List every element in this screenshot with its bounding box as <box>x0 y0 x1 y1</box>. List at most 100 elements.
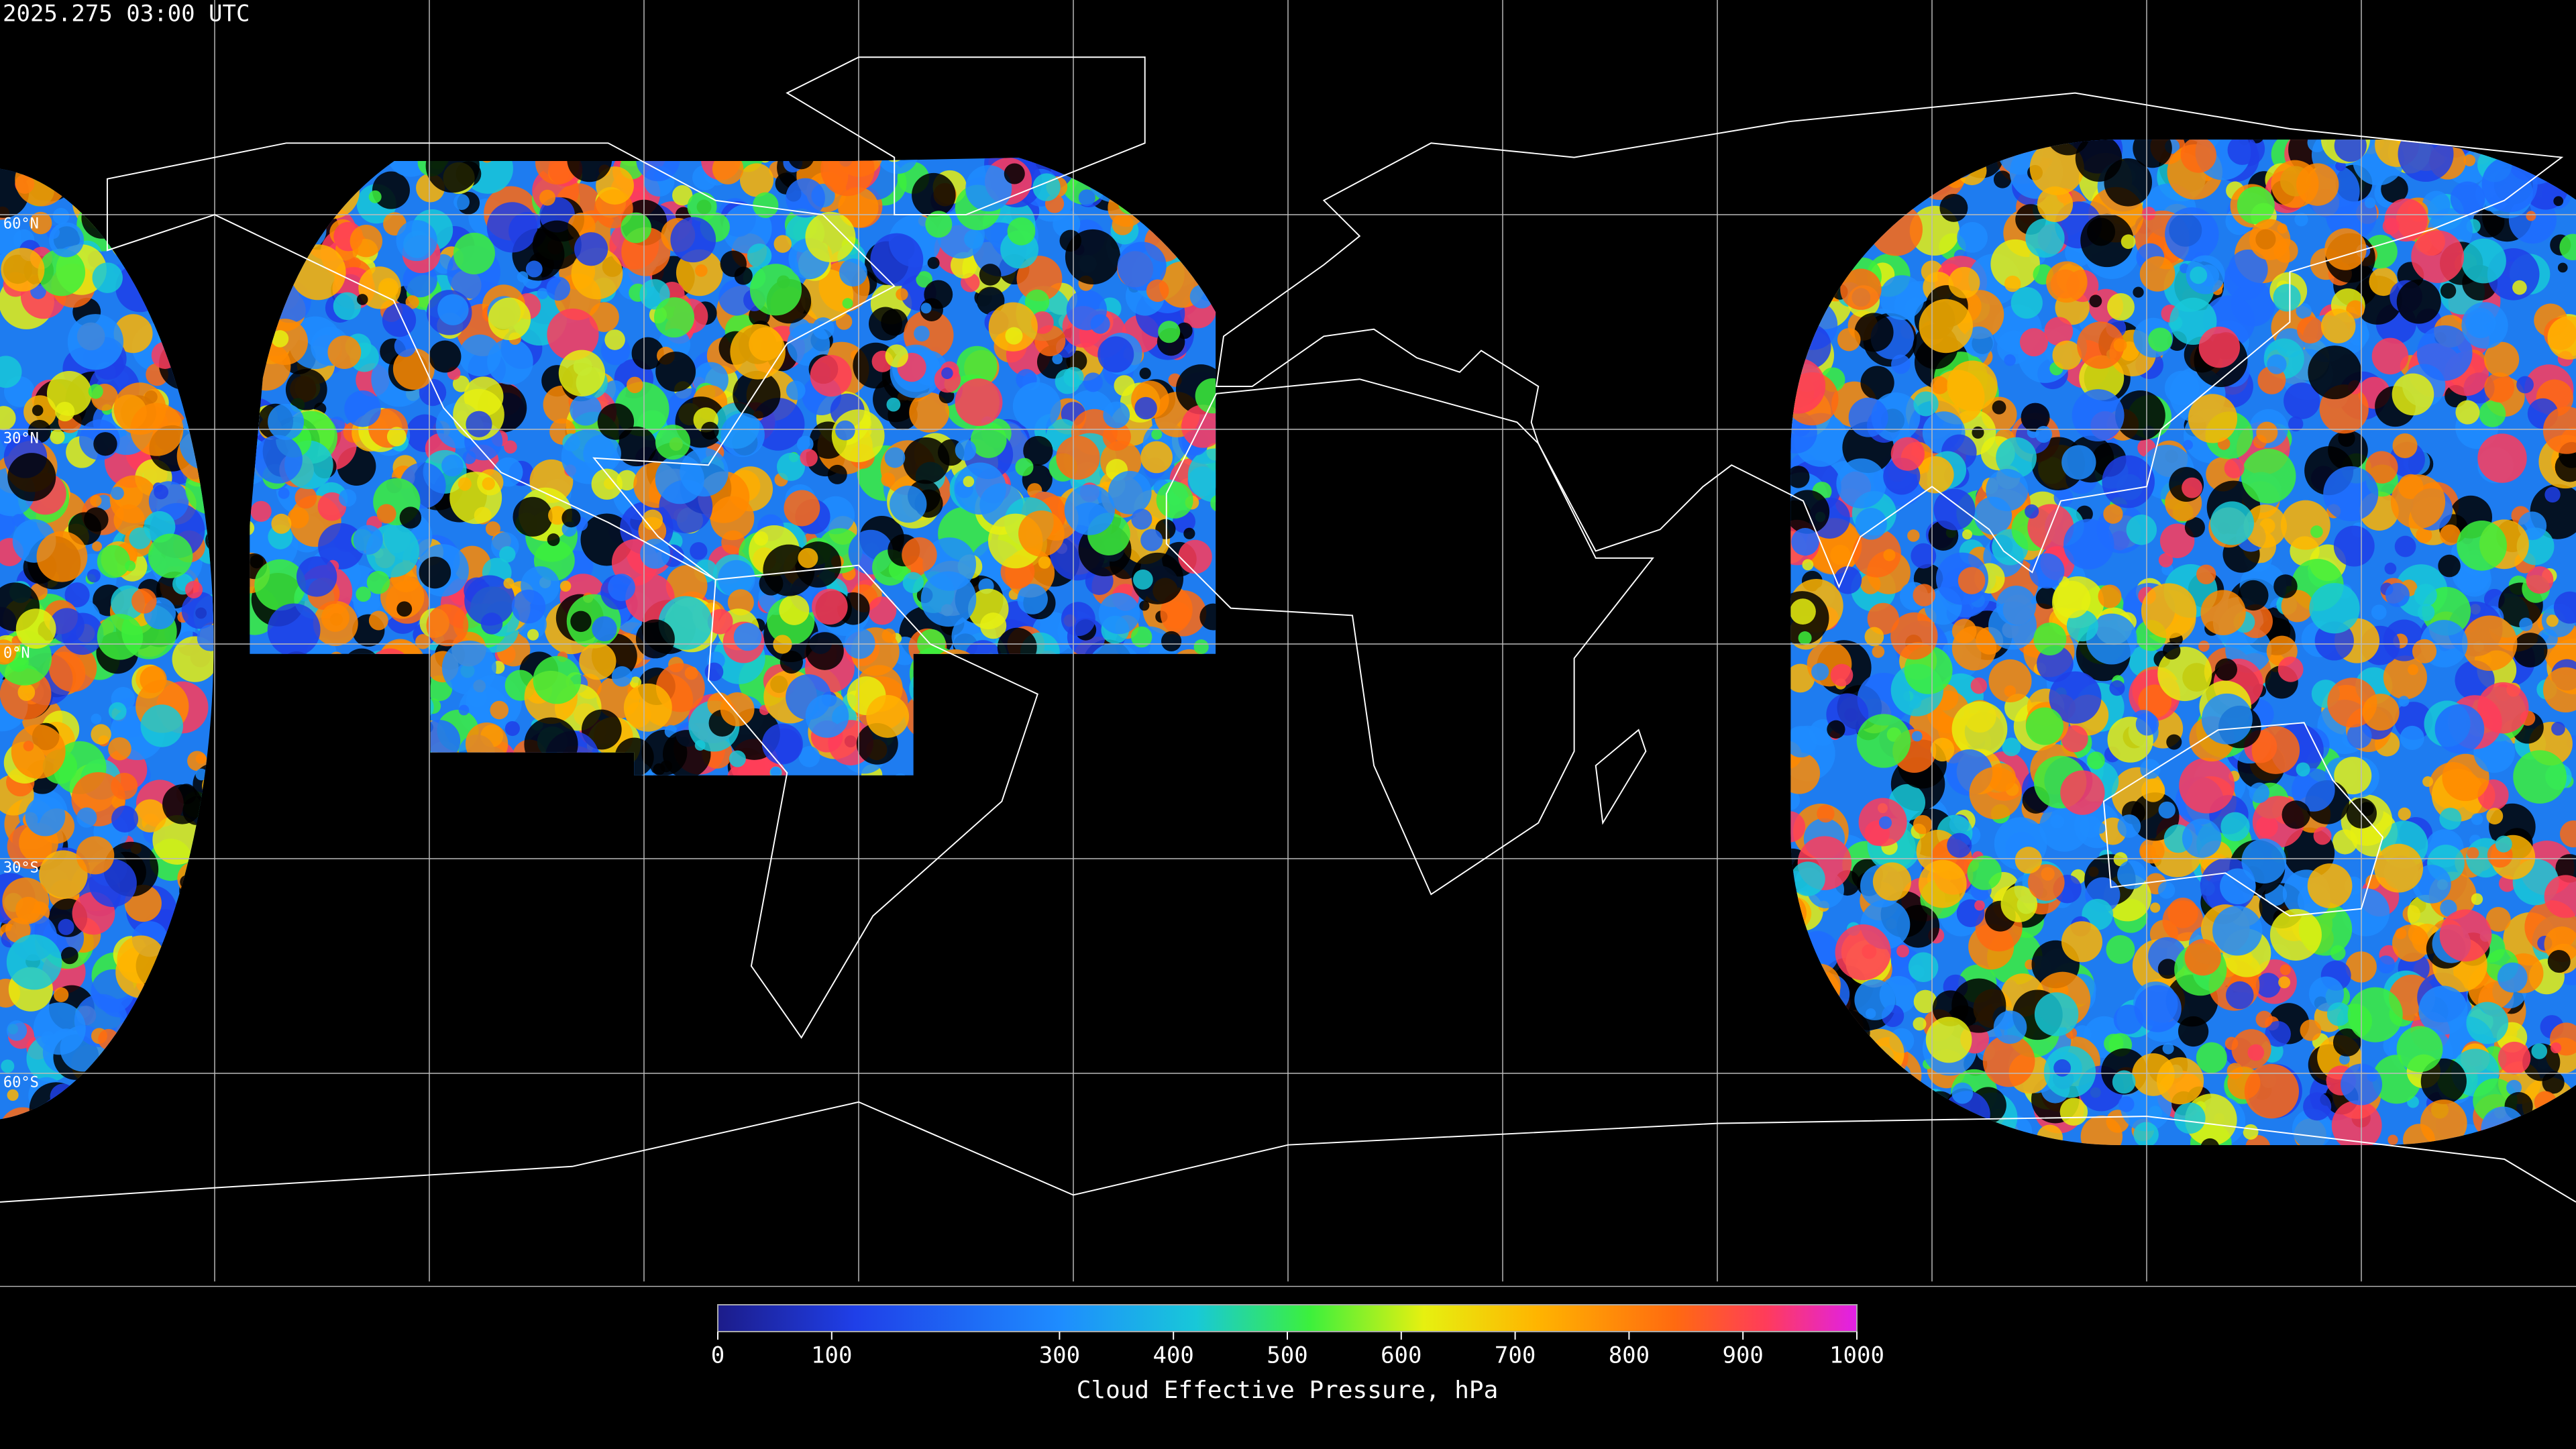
cloud-blob <box>2553 591 2576 624</box>
cloud-blob <box>2420 1058 2467 1104</box>
cloud-blob <box>1852 529 1901 578</box>
cloud-blob <box>2148 327 2173 352</box>
cloud-blob <box>885 344 908 368</box>
cloud-blob <box>655 425 690 460</box>
cloud-blob <box>2228 249 2268 289</box>
cloud-blob <box>1007 217 1036 246</box>
cloud-blob <box>805 694 849 738</box>
cloud-blob <box>2220 812 2250 842</box>
cloud-blob <box>1117 241 1167 291</box>
cloud-blob <box>2182 477 2202 498</box>
cloud-blob <box>2044 317 2074 346</box>
cloud-blob <box>372 171 410 209</box>
coastline <box>1216 92 2564 589</box>
cloud-blob <box>672 185 693 206</box>
cloud-blob <box>2200 590 2246 635</box>
cloud-blob <box>453 232 495 274</box>
cloud-blob <box>2362 694 2400 731</box>
cloud-blob <box>113 314 153 354</box>
cloud-blob <box>67 314 124 370</box>
cloud-blob <box>2255 973 2281 998</box>
cloud-blob <box>954 462 1006 515</box>
cloud-blob <box>2308 976 2345 1012</box>
cloud-blob <box>356 294 368 305</box>
cloud-blob <box>2089 294 2102 308</box>
cloud-blob <box>1032 173 1061 201</box>
cloud-blob <box>1024 289 1050 315</box>
cloud-blob <box>800 268 854 323</box>
cloud-blob <box>2434 704 2485 754</box>
latitude-label: 30°N <box>3 431 39 447</box>
cloud-blob <box>798 547 818 568</box>
cloud-blob <box>988 302 1038 352</box>
cloud-blob <box>2025 504 2039 519</box>
colorbar-tick-label: 0 <box>711 1342 724 1369</box>
cloud-blob <box>881 628 896 643</box>
cloud-blob <box>2107 292 2135 321</box>
cloud-blob <box>93 432 117 456</box>
cloud-blob <box>2255 1010 2273 1028</box>
cloud-blob <box>1972 426 1984 439</box>
cloud-blob <box>2390 474 2446 529</box>
cloud-blob <box>2341 888 2390 936</box>
cloud-blob <box>11 724 66 779</box>
cloud-blob <box>1004 163 1025 184</box>
cloud-blob <box>1948 266 1980 299</box>
cloud-blob <box>890 485 927 523</box>
cloud-blob <box>665 565 708 607</box>
cloud-blob <box>386 427 407 447</box>
cloud-blob <box>466 411 492 437</box>
cloud-blob <box>2411 230 2465 283</box>
cloud-blob <box>2559 820 2576 848</box>
cloud-blob <box>1986 469 2029 512</box>
cloud-blob <box>513 496 553 537</box>
cloud-blob <box>464 575 515 626</box>
cloud-blob <box>321 603 350 632</box>
cloud-blob <box>2133 140 2172 168</box>
cloud-blob <box>499 546 516 563</box>
cloud-blob <box>1181 405 1216 448</box>
cloud-blob <box>268 403 305 440</box>
cloud-blob <box>2526 211 2536 221</box>
cloud-blob <box>2400 725 2424 750</box>
cloud-blob <box>2296 303 2312 319</box>
cloud-blob <box>1917 455 1954 494</box>
cloud-blob <box>2308 345 2362 400</box>
cloud-blob <box>87 569 101 583</box>
cloud-blob <box>950 252 977 279</box>
cloud-blob <box>2027 864 2065 901</box>
cloud-blob <box>1817 804 1835 823</box>
cloud-blob <box>727 589 754 616</box>
cloud-blob <box>941 367 953 380</box>
cloud-blob <box>2103 504 2123 524</box>
cloud-blob <box>333 292 362 321</box>
cloud-blob <box>2546 614 2559 627</box>
cloud-blob <box>1178 539 1212 574</box>
cloud-blob <box>396 219 437 262</box>
cloud-blob <box>925 211 953 238</box>
cloud-blob <box>733 370 781 419</box>
cloud-blob <box>1005 327 1023 345</box>
cloud-blob <box>1830 663 1854 687</box>
cloud-blob <box>2117 860 2147 890</box>
cloud-blob <box>1790 790 1801 810</box>
cloud-blob <box>55 401 75 422</box>
cloud-blob <box>2072 389 2125 442</box>
cloud-blob <box>1951 626 1997 671</box>
cloud-blob <box>2077 321 2125 369</box>
cloud-blob <box>1967 855 2002 890</box>
cloud-blob <box>2371 337 2409 375</box>
cloud-blob <box>1951 978 2006 1033</box>
cloud-blob <box>2466 1002 2509 1044</box>
cloud-blob <box>1131 508 1152 530</box>
cloud-blob <box>1017 584 1048 614</box>
cloud-blob <box>547 533 560 547</box>
cloud-blob <box>399 506 422 529</box>
cloud-blob <box>839 258 867 287</box>
cloud-blob <box>1835 924 1891 981</box>
cloud-blob <box>254 559 306 611</box>
cloud-blob <box>1925 1016 1972 1063</box>
cloud-blob <box>0 219 21 254</box>
cloud-blob <box>453 194 470 211</box>
